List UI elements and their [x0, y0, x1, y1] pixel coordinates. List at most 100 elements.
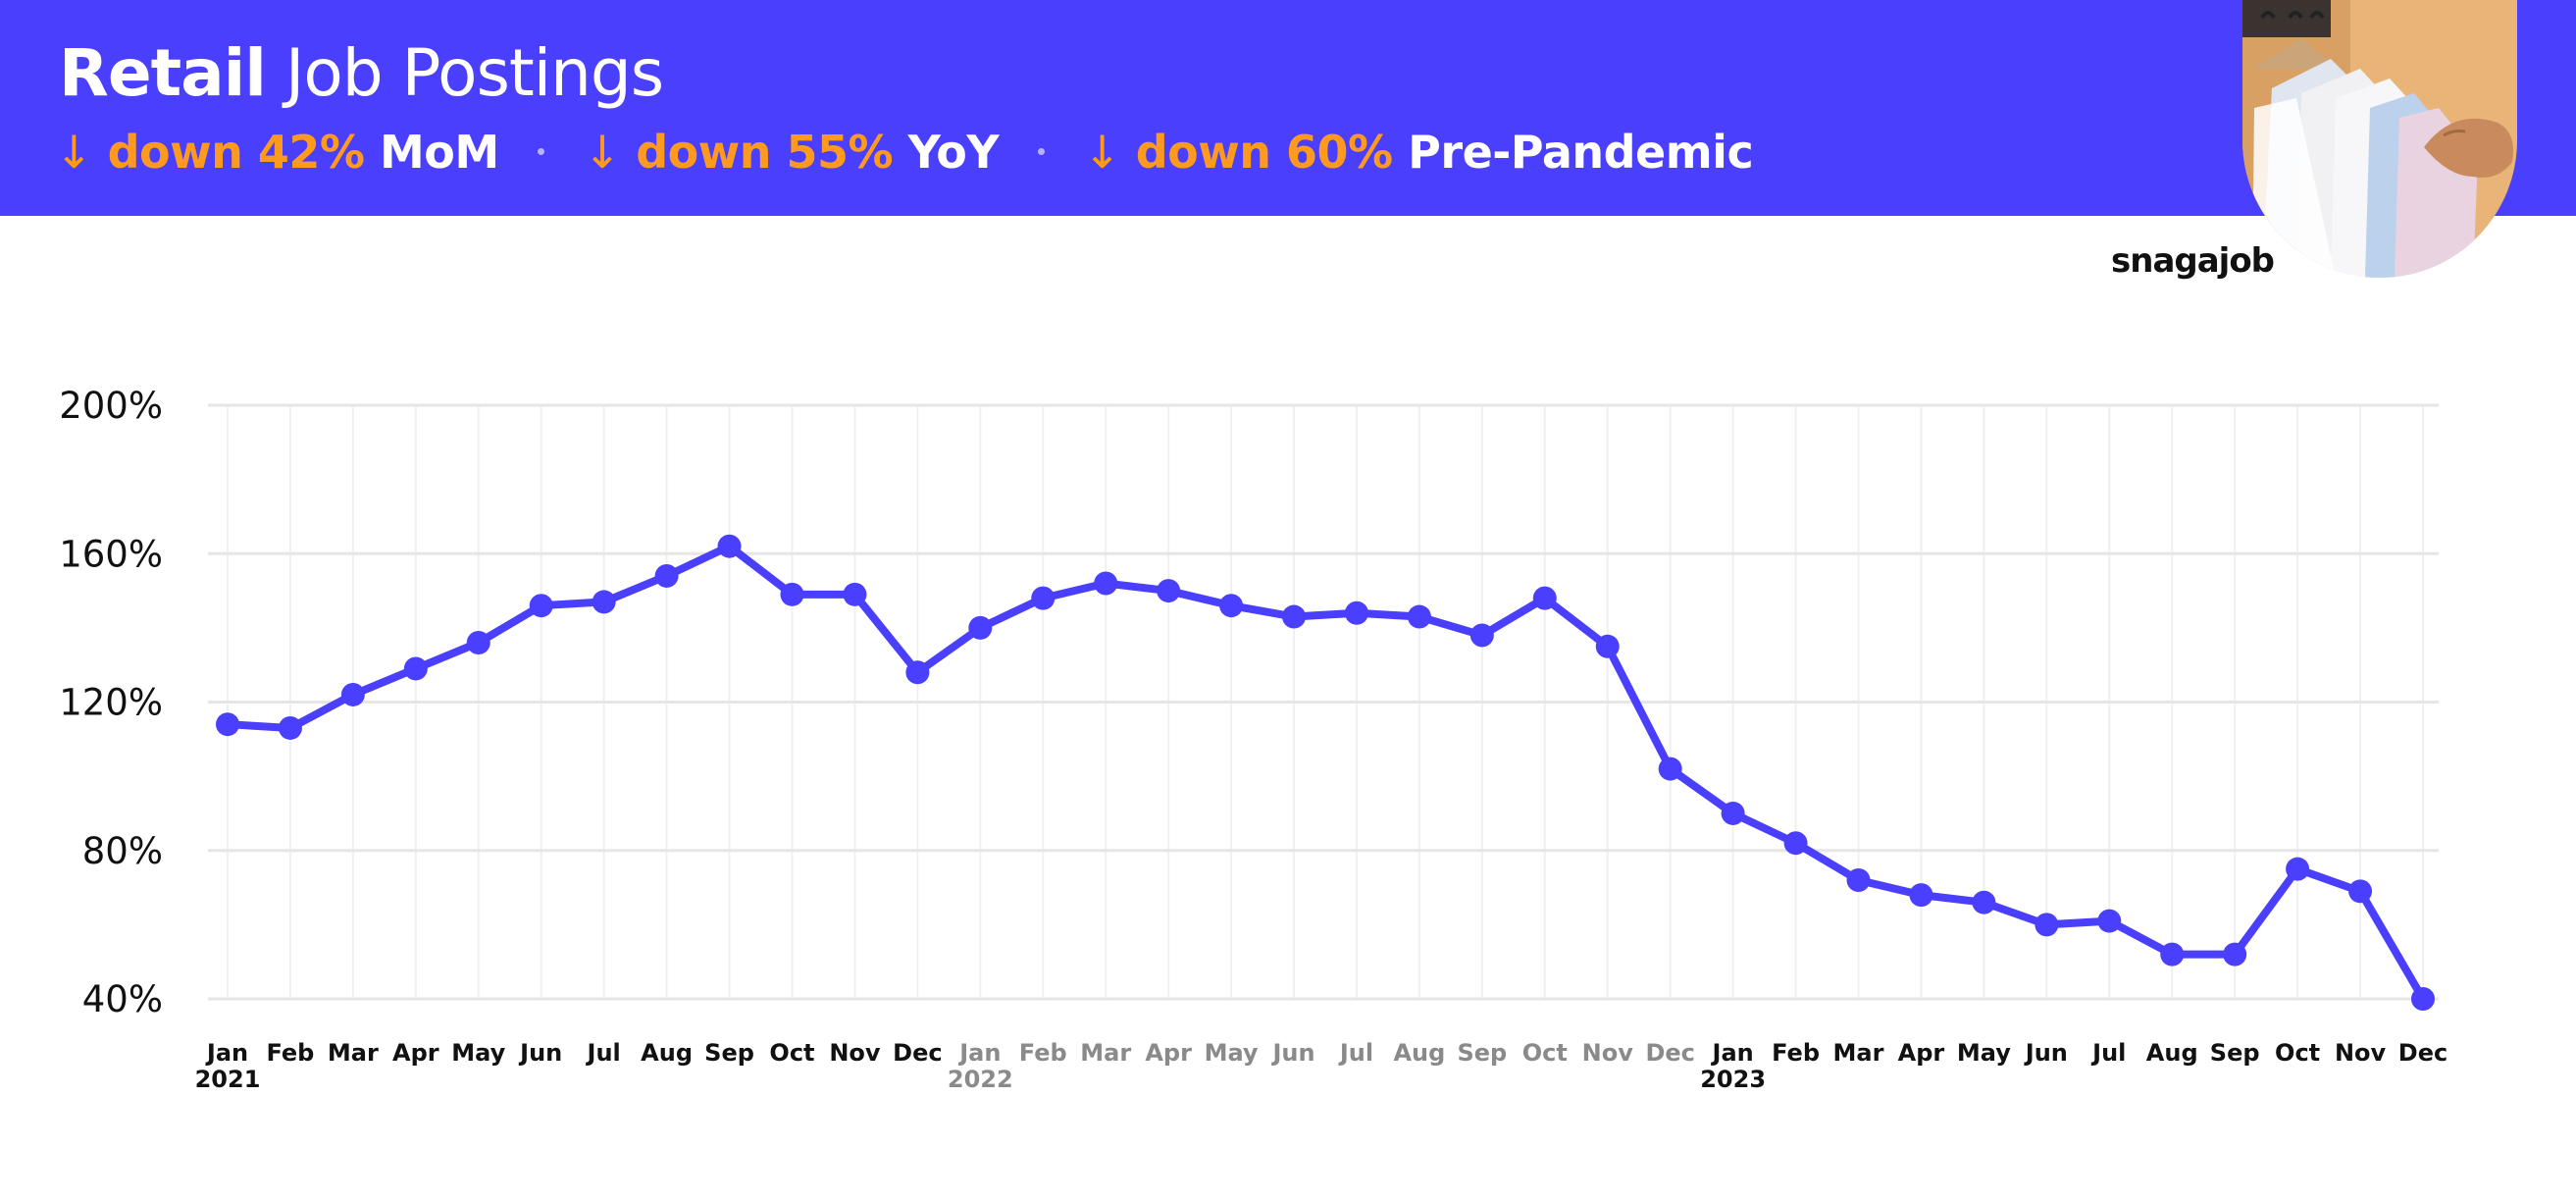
down-arrow-icon: ↓ — [1083, 125, 1121, 179]
x-tick-label: Feb — [266, 1039, 314, 1067]
x-tick-label: Jul — [2090, 1039, 2126, 1067]
x-tick-label: Nov — [829, 1039, 881, 1067]
x-tick-label: Jun — [2024, 1039, 2068, 1067]
x-tick-label: May — [1957, 1039, 2011, 1067]
data-point — [654, 563, 679, 588]
x-tick-label: Aug — [1393, 1039, 1445, 1067]
x-tick-label: Nov — [1582, 1039, 1634, 1067]
separator-dot — [1037, 148, 1045, 155]
down-arrow-icon: ↓ — [55, 125, 93, 179]
snagajob-logo: snagajob — [2111, 241, 2275, 281]
data-point — [1783, 831, 1808, 856]
x-tick-label: Jan — [1711, 1039, 1754, 1067]
retail-clothing-photo — [2242, 0, 2517, 278]
stat-yoy: ↓ down 55% YoY — [583, 125, 1000, 179]
x-tick-label: Mar — [1833, 1039, 1884, 1067]
data-point — [1282, 604, 1307, 629]
stat-change: down 60% — [1135, 125, 1393, 179]
data-point — [278, 715, 302, 740]
x-tick-label: May — [1205, 1039, 1259, 1067]
x-tick-label: Sep — [1457, 1039, 1507, 1067]
y-tick-label: 40% — [82, 978, 163, 1020]
x-tick-label: Apr — [1898, 1039, 1945, 1067]
stat-metric: YoY — [907, 125, 1000, 179]
data-point — [2035, 913, 2059, 937]
x-tick-label: Dec — [893, 1039, 942, 1067]
x-tick-label: Aug — [2146, 1039, 2198, 1067]
x-year-label: 2021 — [195, 1066, 261, 1093]
data-point — [1658, 757, 1682, 781]
stat-change: down 55% — [636, 125, 894, 179]
series-line — [224, 542, 2427, 1003]
stat-change: down 42% — [107, 125, 365, 179]
x-tick-label: Apr — [392, 1039, 439, 1067]
data-point — [529, 594, 553, 618]
x-tick-label: Dec — [1645, 1039, 1694, 1067]
data-point — [1094, 571, 1118, 596]
x-tick-label: Feb — [1772, 1039, 1820, 1067]
data-point — [2097, 909, 2122, 933]
data-point — [1157, 579, 1181, 603]
x-tick-label: Jan — [205, 1039, 248, 1067]
title-rest: Job Postings — [284, 35, 664, 111]
title-bold: Retail — [59, 35, 267, 111]
data-point — [905, 660, 930, 685]
data-point — [1407, 604, 1431, 629]
data-point — [466, 631, 490, 654]
separator-dot — [538, 148, 545, 155]
x-tick-label: Jun — [518, 1039, 562, 1067]
stat-metric: Pre-Pandemic — [1408, 125, 1754, 179]
data-point — [403, 656, 428, 681]
y-tick-label: 80% — [82, 830, 163, 872]
data-point — [1972, 890, 1996, 914]
page-title: Retail Job Postings — [59, 35, 664, 111]
stat-metric: MoM — [379, 125, 499, 179]
x-tick-label: Feb — [1019, 1039, 1067, 1067]
x-year-label: 2022 — [948, 1066, 1013, 1093]
data-point — [2160, 942, 2185, 966]
data-point — [1219, 594, 1244, 618]
data-point — [968, 615, 993, 640]
x-tick-label: May — [451, 1039, 505, 1067]
y-tick-label: 120% — [59, 682, 163, 724]
x-tick-label: Mar — [328, 1039, 379, 1067]
stat-mom: ↓ down 42% MoM — [55, 126, 499, 179]
data-point — [2223, 942, 2247, 966]
down-arrow-icon: ↓ — [583, 125, 622, 179]
data-point — [1909, 883, 1933, 908]
header-banner — [0, 0, 2576, 216]
data-point — [1532, 586, 1557, 610]
x-tick-label: Aug — [641, 1039, 693, 1067]
data-point — [1846, 868, 1871, 892]
data-point — [1721, 801, 1745, 825]
data-point — [2286, 857, 2310, 881]
x-tick-label: Nov — [2335, 1039, 2387, 1067]
data-point — [1595, 634, 1620, 658]
x-tick-label: Apr — [1145, 1039, 1192, 1067]
stat-pre-pandemic: ↓ down 60% Pre-Pandemic — [1083, 125, 1754, 179]
x-tick-label: Jan — [957, 1039, 1001, 1067]
x-year-label: 2023 — [1700, 1066, 1766, 1093]
data-point — [780, 582, 804, 606]
x-tick-label: Oct — [2275, 1039, 2320, 1067]
stats-row: ↓ down 42% MoM ↓ down 55% YoY ↓ down 60%… — [55, 122, 1754, 179]
y-tick-label: 160% — [59, 533, 163, 575]
x-tick-label: Sep — [704, 1039, 754, 1067]
data-point — [1344, 600, 1368, 625]
data-point — [717, 534, 742, 558]
data-point — [2348, 879, 2373, 904]
y-tick-label: 200% — [59, 385, 163, 427]
data-point — [1031, 586, 1056, 610]
data-point — [216, 712, 239, 737]
data-point — [340, 682, 365, 706]
data-point — [592, 590, 616, 614]
x-tick-label: Dec — [2398, 1039, 2447, 1067]
x-tick-label: Sep — [2210, 1039, 2260, 1067]
x-tick-label: Oct — [1522, 1039, 1568, 1067]
x-tick-label: Jul — [1338, 1039, 1373, 1067]
data-point — [1469, 623, 1494, 648]
x-tick-label: Jul — [586, 1039, 621, 1067]
data-point — [843, 582, 867, 606]
x-tick-label: Jun — [1270, 1039, 1314, 1067]
